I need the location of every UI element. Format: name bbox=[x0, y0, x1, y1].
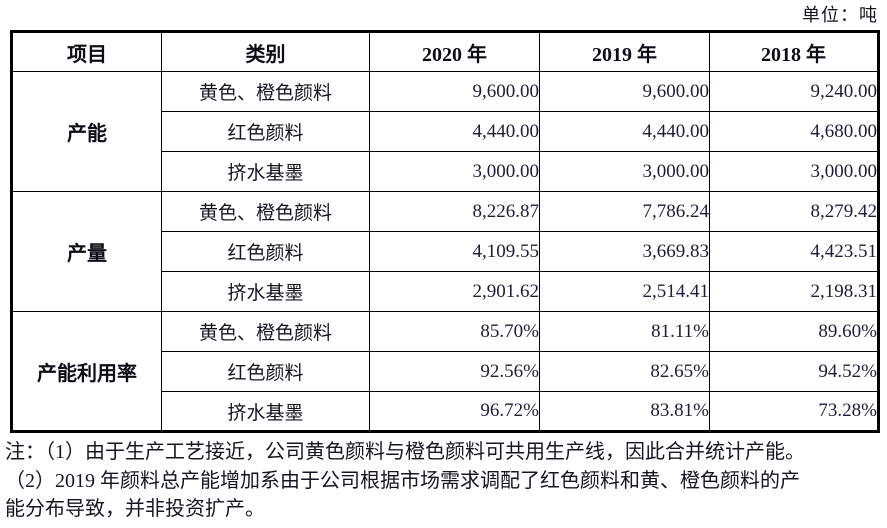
item-cell: 产能利用率 bbox=[11, 311, 162, 432]
table-row: 产能利用率 黄色、橙色颜料 85.70% 81.11% 89.60% bbox=[11, 311, 879, 432]
header-item: 项目 bbox=[11, 31, 162, 72]
table-row: 红色颜料 4,440.00 4,440.00 4,680.00 bbox=[12, 111, 879, 152]
value-cell: 9,600.00 bbox=[369, 71, 540, 112]
value-cell: 83.81% bbox=[539, 391, 710, 432]
category-cell: 红色颜料 bbox=[161, 351, 370, 392]
value-cell: 81.11% bbox=[539, 311, 710, 352]
table-row: 产量 黄色、橙色颜料 8,226.87 7,786.24 8,279.42 bbox=[11, 191, 879, 312]
value-cell: 7,786.24 bbox=[539, 191, 710, 232]
value-cell: 2,901.62 bbox=[369, 271, 540, 312]
value-cell: 82.65% bbox=[539, 351, 710, 392]
category-cell: 黄色、橙色颜料 bbox=[161, 311, 370, 352]
table-row: 红色颜料 92.56% 82.65% 94.52% bbox=[12, 351, 879, 392]
table-header-row: 项目 类别 2020 年 2019 年 2018 年 bbox=[11, 31, 879, 72]
header-2018: 2018 年 bbox=[709, 31, 879, 72]
value-cell: 73.28% bbox=[709, 391, 879, 432]
value-cell: 4,440.00 bbox=[539, 111, 710, 152]
category-cell: 红色颜料 bbox=[161, 111, 370, 152]
table-row: 挤水基墨 96.72% 83.81% 73.28% bbox=[12, 391, 879, 432]
value-cell: 2,514.41 bbox=[539, 271, 710, 312]
header-category: 类别 bbox=[161, 31, 370, 72]
value-cell: 4,109.55 bbox=[369, 231, 540, 272]
value-cell: 96.72% bbox=[369, 391, 540, 432]
note-line-3: 能分布导致，并非投资扩产。 bbox=[5, 498, 265, 520]
value-cell: 3,000.00 bbox=[709, 151, 879, 192]
category-cell: 挤水基墨 bbox=[161, 391, 370, 432]
value-cell: 8,279.42 bbox=[709, 191, 879, 232]
value-cell: 3,000.00 bbox=[539, 151, 710, 192]
value-cell: 89.60% bbox=[709, 311, 879, 352]
value-cell: 4,440.00 bbox=[369, 111, 540, 152]
value-cell: 9,240.00 bbox=[709, 71, 879, 112]
header-2019: 2019 年 bbox=[539, 31, 710, 72]
footnotes: 注：（1）由于生产工艺接近，公司黄色颜料与橙色颜料可共用生产线，因此合并统计产能… bbox=[5, 438, 887, 524]
value-cell: 9,600.00 bbox=[539, 71, 710, 112]
item-cell: 产量 bbox=[11, 191, 162, 312]
production-capacity-table: 项目 类别 2020 年 2019 年 2018 年 产能 黄色、橙色颜料 9,60… bbox=[10, 30, 880, 433]
item-cell: 产能 bbox=[11, 71, 162, 192]
category-cell: 黄色、橙色颜料 bbox=[161, 191, 370, 232]
category-cell: 黄色、橙色颜料 bbox=[161, 71, 370, 112]
table-row: 挤水基墨 3,000.00 3,000.00 3,000.00 bbox=[12, 151, 879, 192]
category-cell: 挤水基墨 bbox=[161, 151, 370, 192]
value-cell: 92.56% bbox=[369, 351, 540, 392]
table-row: 红色颜料 4,109.55 3,669.83 4,423.51 bbox=[12, 231, 879, 272]
value-cell: 2,198.31 bbox=[709, 271, 879, 312]
value-cell: 4,680.00 bbox=[709, 111, 879, 152]
value-cell: 94.52% bbox=[709, 351, 879, 392]
category-cell: 挤水基墨 bbox=[161, 271, 370, 312]
category-cell: 红色颜料 bbox=[161, 231, 370, 272]
table-row: 产能 黄色、橙色颜料 9,600.00 9,600.00 9,240.00 bbox=[11, 71, 879, 192]
value-cell: 85.70% bbox=[369, 311, 540, 352]
note-line-2: （2）2019 年颜料总产能增加系由于公司根据市场需求调配了红色颜料和黄、橙色颜… bbox=[5, 469, 800, 492]
table-row: 挤水基墨 2,901.62 2,514.41 2,198.31 bbox=[12, 271, 879, 312]
value-cell: 3,669.83 bbox=[539, 231, 710, 272]
unit-label: 单位：吨 bbox=[802, 5, 878, 25]
note-line-1: 注：（1）由于生产工艺接近，公司黄色颜料与橙色颜料可共用生产线，因此合并统计产能… bbox=[5, 441, 805, 463]
value-cell: 4,423.51 bbox=[709, 231, 879, 272]
header-2020: 2020 年 bbox=[369, 31, 540, 72]
value-cell: 8,226.87 bbox=[369, 191, 540, 232]
value-cell: 3,000.00 bbox=[369, 151, 540, 192]
